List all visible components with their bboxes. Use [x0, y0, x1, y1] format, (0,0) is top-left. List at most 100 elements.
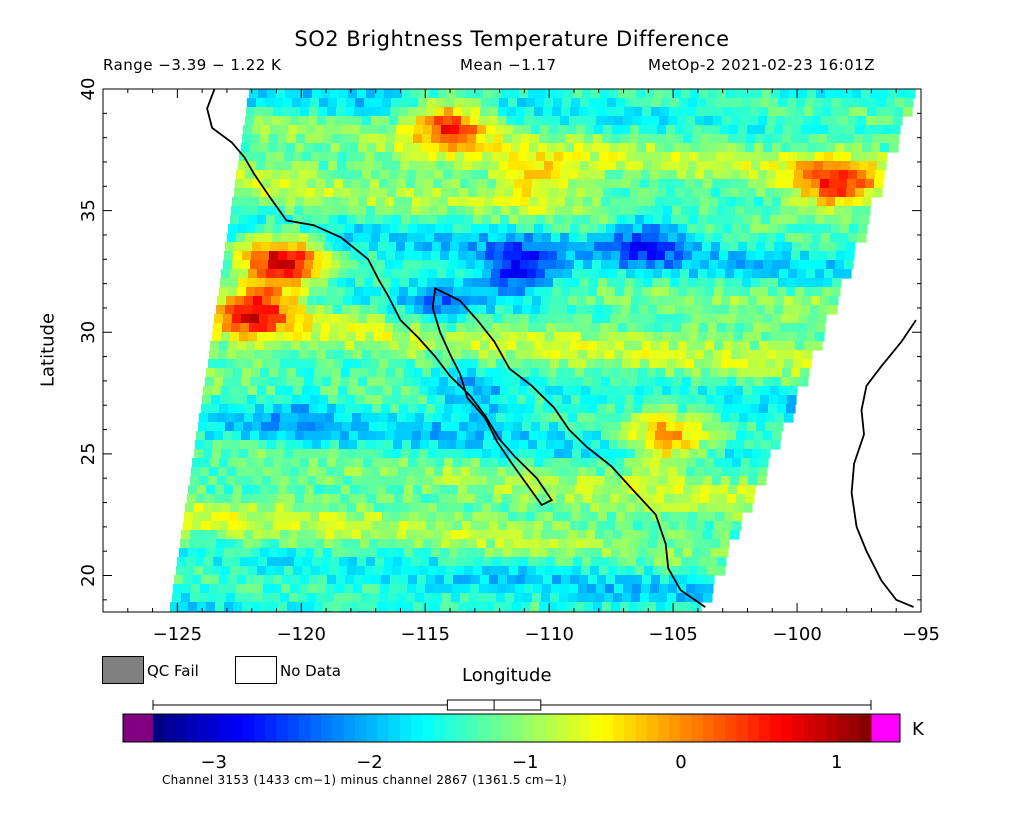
heatmap-cell: [603, 539, 613, 549]
heatmap-cell: [274, 161, 284, 171]
heatmap-cell: [314, 368, 324, 378]
heatmap-cell: [405, 125, 415, 135]
heatmap-cell: [327, 224, 337, 234]
heatmap-cell: [772, 314, 782, 324]
heatmap-cell: [450, 422, 460, 432]
heatmap-cell: [443, 233, 453, 243]
heatmap-cell: [326, 170, 336, 180]
heatmap-cell: [388, 179, 398, 189]
heatmap-cell: [722, 170, 732, 180]
heatmap-cell: [619, 494, 629, 504]
heatmap-cell: [266, 332, 276, 342]
heatmap-cell: [217, 359, 227, 369]
heatmap-cell: [258, 440, 268, 450]
heatmap-cell: [401, 215, 411, 225]
heatmap-cell: [529, 260, 539, 270]
heatmap-cell: [483, 557, 493, 567]
coastline: [850, 319, 917, 608]
heatmap-cell: [219, 341, 229, 351]
heatmap-cell: [812, 233, 822, 243]
heatmap-cell: [763, 431, 773, 441]
heatmap-cell: [259, 260, 269, 270]
heatmap-cell: [243, 125, 253, 135]
heatmap-cell: [640, 530, 650, 540]
heatmap-cell: [213, 323, 223, 333]
heatmap-cell: [351, 539, 361, 549]
heatmap-cell: [599, 449, 609, 459]
heatmap-cell: [739, 179, 749, 189]
heatmap-cell: [676, 179, 686, 189]
heatmap-cell: [591, 440, 601, 450]
heatmap-cell: [570, 107, 580, 117]
heatmap-cell: [311, 566, 321, 576]
heatmap-cell: [391, 395, 401, 405]
heatmap-cell: [223, 431, 233, 441]
heatmap-cell: [541, 359, 551, 369]
heatmap-cell: [438, 557, 448, 567]
heatmap-cell: [716, 215, 726, 225]
heatmap-cell: [225, 422, 235, 432]
heatmap-cell: [487, 179, 497, 189]
heatmap-cell: [444, 575, 454, 585]
heatmap-cell: [504, 188, 514, 198]
heatmap-cell: [680, 269, 690, 279]
heatmap-cell: [822, 107, 832, 117]
heatmap-cell: [572, 215, 582, 225]
heatmap-cell: [299, 467, 309, 477]
heatmap-cell: [368, 548, 378, 558]
heatmap-cell: [412, 494, 422, 504]
heatmap-cell: [502, 314, 512, 324]
heatmap-cell: [333, 422, 343, 432]
heatmap-cell: [606, 341, 616, 351]
heatmap-cell: [658, 359, 668, 369]
heatmap-cell: [458, 602, 468, 612]
heatmap-cell: [599, 152, 609, 162]
heatmap-cell: [641, 116, 651, 126]
heatmap-cell: [833, 152, 843, 162]
heatmap-cell: [521, 251, 531, 261]
heatmap-cell: [329, 332, 339, 342]
heatmap-cell: [658, 413, 668, 423]
heatmap-cell: [546, 206, 556, 216]
heatmap-cell: [694, 413, 704, 423]
heatmap-cell: [738, 125, 748, 135]
heatmap-cell: [555, 323, 565, 333]
heatmap-cell: [480, 521, 490, 531]
heatmap-cell: [846, 125, 856, 135]
heatmap-cell: [486, 422, 496, 432]
heatmap-cell: [263, 233, 273, 243]
heatmap-cell: [538, 314, 548, 324]
heatmap-cell: [307, 593, 317, 603]
heatmap-cell: [232, 260, 242, 270]
heatmap-cell: [311, 152, 321, 162]
heatmap-cell: [524, 233, 534, 243]
colorbar-step: [175, 714, 188, 742]
heatmap-cell: [273, 341, 283, 351]
heatmap-cell: [633, 575, 643, 585]
heatmap-cell: [484, 197, 494, 207]
heatmap-cell: [516, 224, 526, 234]
heatmap-cell: [235, 179, 245, 189]
heatmap-cell: [404, 602, 414, 612]
heatmap-cell: [360, 188, 370, 198]
heatmap-cell: [639, 305, 649, 315]
heatmap-cell: [687, 458, 697, 468]
heatmap-cell: [384, 89, 394, 99]
heatmap-cell: [454, 512, 464, 522]
heatmap-cell: [484, 494, 494, 504]
heatmap-cell: [442, 593, 452, 603]
heatmap-cell: [214, 431, 224, 441]
heatmap-cell: [560, 116, 570, 126]
heatmap-cell: [766, 296, 776, 306]
heatmap-cell: [458, 368, 468, 378]
heatmap-cell: [197, 548, 207, 558]
heatmap-cell: [718, 260, 728, 270]
heatmap-cell: [357, 89, 367, 99]
heatmap-cell: [355, 395, 365, 405]
heatmap-cell: [839, 116, 849, 126]
heatmap-cell: [360, 242, 370, 252]
heatmap-cell: [243, 242, 253, 252]
heatmap-cell: [419, 449, 429, 459]
heatmap-cell: [868, 98, 878, 108]
heatmap-cell: [675, 242, 685, 252]
